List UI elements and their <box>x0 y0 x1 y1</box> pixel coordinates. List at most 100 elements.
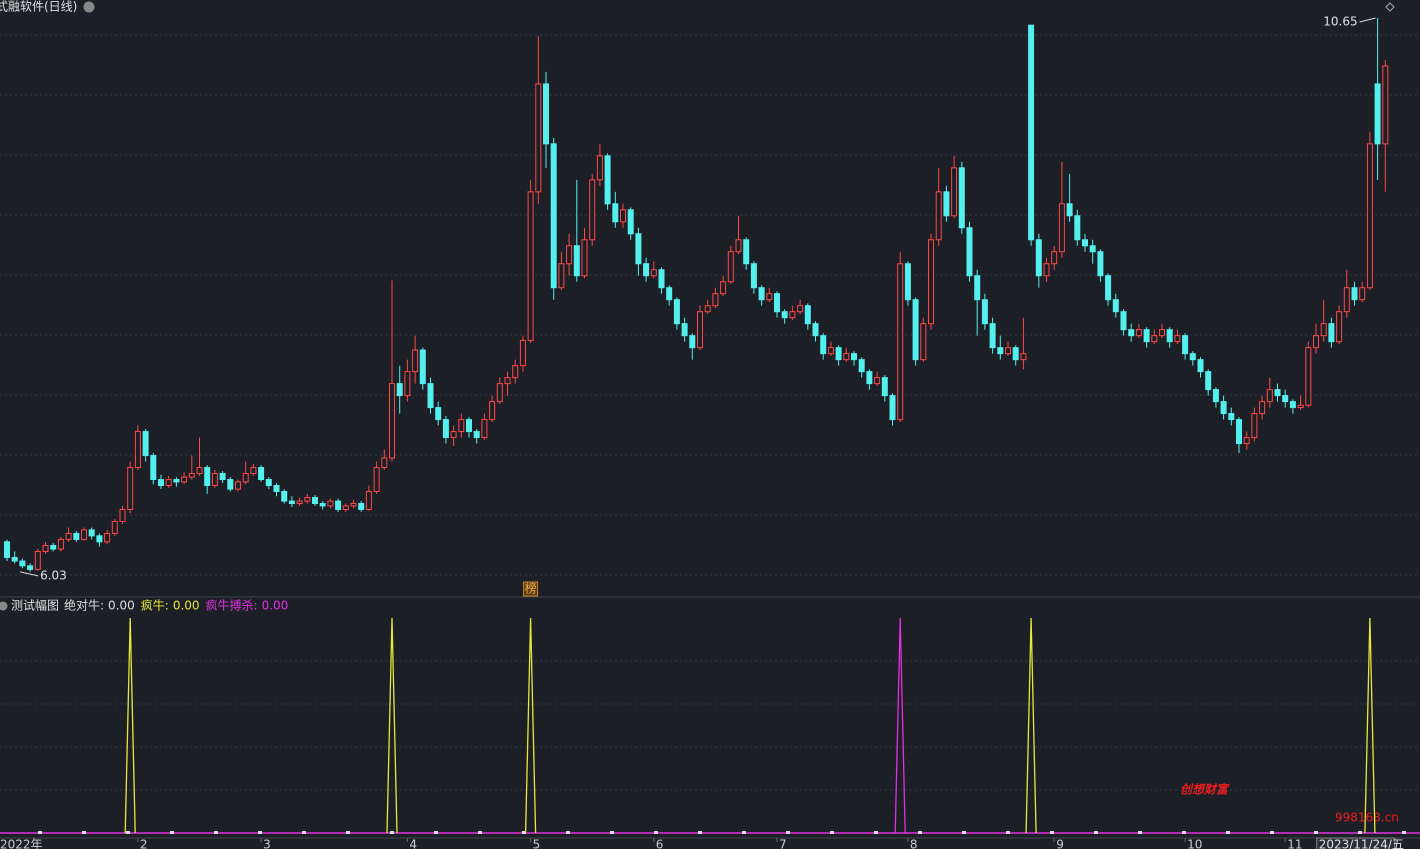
candle-body <box>1097 251 1104 277</box>
candle-body <box>1020 353 1027 361</box>
diamond-icon[interactable] <box>1385 2 1395 12</box>
candle-body <box>1212 389 1219 403</box>
candle-body <box>758 287 765 301</box>
candle-body <box>250 467 257 475</box>
candle-body <box>96 535 103 543</box>
candle-body <box>543 83 549 145</box>
candle-body <box>211 473 218 487</box>
candle-body <box>1058 203 1065 253</box>
indicator-name: 测试幅图 <box>11 598 59 613</box>
candle-body <box>1289 401 1296 409</box>
candle-body <box>435 407 442 421</box>
candle-body <box>1305 347 1312 406</box>
candle-body <box>235 481 241 490</box>
candle-body <box>1074 215 1081 241</box>
candle-body <box>1274 389 1281 397</box>
candle-body <box>1251 413 1258 439</box>
candle-body <box>589 179 596 241</box>
candle-body <box>134 431 141 469</box>
min-arrow <box>19 571 39 577</box>
candle-body <box>1143 329 1150 343</box>
max-arrow <box>1359 17 1376 23</box>
candle-body <box>150 455 157 481</box>
candle-body <box>1359 287 1366 301</box>
candle-body <box>943 191 950 217</box>
candle-body <box>835 347 842 361</box>
candle-body <box>989 323 996 349</box>
marker-label: 榜 <box>525 581 537 596</box>
candle-body <box>412 349 419 373</box>
candle-body <box>512 365 519 379</box>
candle-body <box>127 467 134 510</box>
candle-body <box>496 383 503 403</box>
legend-value: 0.00 <box>108 599 135 613</box>
candle-body <box>473 431 480 439</box>
baseline-dot <box>434 831 438 834</box>
candle-body <box>558 263 565 289</box>
candle-body <box>1128 329 1135 337</box>
baseline-dot <box>346 831 350 834</box>
candle-body <box>1028 24 1035 241</box>
candle-body <box>158 479 164 487</box>
candle-body <box>304 497 311 502</box>
baseline-dot <box>1270 831 1274 834</box>
candle-body <box>1351 287 1358 301</box>
candle-body <box>373 467 380 493</box>
candle-body <box>658 269 665 289</box>
candle-body <box>489 401 496 421</box>
candle-body <box>358 502 365 510</box>
candle-body <box>704 305 711 313</box>
baseline-dot <box>654 831 658 834</box>
baseline-dot <box>1182 831 1186 834</box>
candle-body <box>104 532 111 543</box>
candle-body <box>73 532 80 540</box>
candle-body <box>858 359 865 373</box>
candle-body <box>712 293 719 307</box>
candle-body <box>466 419 472 433</box>
candle-body <box>204 467 211 487</box>
watermark-url: 998168.cn <box>1335 811 1399 825</box>
baseline-dot <box>1050 831 1054 834</box>
candle-body <box>804 305 811 325</box>
candle-body <box>720 281 727 295</box>
candle-body <box>219 473 226 481</box>
legend-value: 0.00 <box>173 599 200 613</box>
legend-value: 0.00 <box>262 599 289 613</box>
candle-body <box>450 431 457 439</box>
title-menu[interactable] <box>83 1 95 13</box>
x-tick-label: 5 <box>533 838 541 849</box>
baseline-dot <box>82 831 86 834</box>
candle-body <box>188 473 195 478</box>
x-tick-label: 7 <box>779 838 787 849</box>
candle-body <box>1366 143 1373 289</box>
x-tick-label: 11 <box>1287 838 1302 849</box>
candle-body <box>1159 329 1165 337</box>
candle-body <box>119 508 126 522</box>
candle-body <box>88 529 95 537</box>
candle-body <box>265 479 272 487</box>
candle-body <box>735 239 742 253</box>
indicator-menu[interactable] <box>0 601 8 611</box>
candle-body <box>643 263 650 277</box>
candle-body <box>296 500 303 504</box>
baseline-dot <box>1402 831 1406 834</box>
candle-body <box>519 339 526 367</box>
candle-body <box>627 209 634 235</box>
candle-body <box>928 239 934 325</box>
candle-body <box>635 233 642 265</box>
candle-body <box>1336 311 1343 343</box>
candle-body <box>535 83 542 193</box>
candle-body <box>34 550 41 570</box>
candle-body <box>1320 323 1327 337</box>
candle-body <box>1236 419 1242 445</box>
spike <box>124 617 136 834</box>
baseline-dot <box>742 831 746 834</box>
candle-body <box>81 529 87 540</box>
candle-body <box>50 544 57 550</box>
max-label: 10.65 <box>1323 14 1357 28</box>
candle-body <box>604 155 611 205</box>
candle-body <box>997 347 1004 355</box>
baseline-dot <box>478 831 482 834</box>
candle-body <box>904 263 911 301</box>
